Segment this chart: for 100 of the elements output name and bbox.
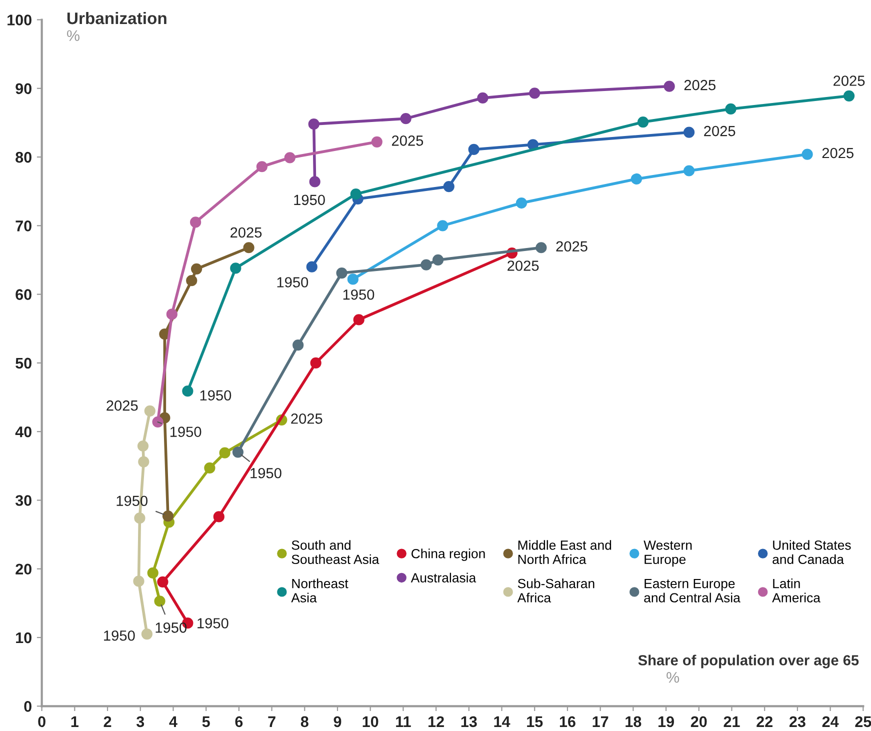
y-tick-label: 40	[15, 426, 32, 438]
x-tick-label: 20	[690, 716, 707, 728]
y-tick-label: 50	[16, 358, 32, 369]
annotation: 2025	[822, 148, 854, 158]
y-tick-label: 30	[15, 495, 32, 506]
annotation: 2025	[392, 136, 424, 146]
point	[350, 188, 362, 200]
point	[154, 596, 166, 607]
y-tick-label: 20	[16, 564, 32, 575]
point	[256, 161, 268, 172]
annotation: 2025	[704, 126, 736, 136]
point	[166, 308, 178, 320]
x-tick-label: 11	[396, 716, 411, 727]
annotation: 1950	[250, 468, 282, 478]
x-tick-label: 3	[136, 716, 144, 728]
point	[353, 314, 364, 326]
point	[309, 176, 320, 188]
annotation: 2025	[230, 227, 262, 238]
legend-label: Latin America	[772, 578, 820, 602]
point	[141, 628, 152, 640]
annotation: 1950	[277, 277, 308, 288]
annotation: 1950	[170, 426, 202, 437]
y-tick-label: 60	[16, 289, 32, 300]
x-tick-label: 21	[724, 716, 740, 727]
point	[134, 512, 146, 524]
y-tick-label: 90	[16, 83, 32, 94]
point	[308, 118, 320, 130]
point	[371, 136, 382, 148]
point	[443, 180, 454, 192]
x-tick-label: 0	[38, 716, 46, 728]
annotation: 1950	[343, 289, 374, 300]
point	[147, 567, 158, 579]
annotation: 1950	[104, 630, 135, 641]
point	[683, 126, 695, 138]
point	[292, 340, 304, 351]
legend-label: United States and Canada	[772, 540, 851, 564]
legend-label: South and Southeast Asia	[292, 540, 380, 564]
point	[336, 267, 348, 279]
point	[138, 456, 150, 468]
annotation: 1950	[156, 622, 187, 633]
x-tick-label: 5	[202, 716, 210, 728]
point	[306, 261, 318, 272]
point	[182, 386, 194, 397]
annotation: 2025	[291, 414, 322, 424]
point	[468, 144, 480, 156]
point	[725, 103, 736, 115]
point	[400, 113, 412, 124]
point	[213, 511, 224, 522]
legend-label: Sub-Saharan Africa	[517, 578, 594, 602]
annotation: 2025	[684, 80, 716, 90]
y-tick-label: 10	[16, 632, 32, 644]
point	[190, 263, 202, 274]
y-axis-title: Urbanization %	[66, 12, 166, 41]
annotation: 2025	[834, 76, 865, 86]
legend-label: Middle East and North Africa	[518, 540, 612, 564]
annotation: 1950	[116, 496, 148, 506]
x-tick-label: 19	[658, 716, 674, 728]
x-tick-label: 15	[527, 716, 543, 728]
point	[432, 254, 444, 266]
x-tick-label: 16	[560, 716, 576, 728]
legend-label: Northeast Asia	[291, 578, 348, 602]
x-tick-label: 8	[300, 716, 308, 728]
point	[630, 173, 642, 185]
x-tick-label: 4	[169, 716, 178, 727]
x-tick-label: 2	[104, 716, 112, 727]
x-tick-label: 18	[626, 716, 642, 728]
legend-label: Australasia	[410, 572, 476, 582]
legend-label: China region	[412, 548, 485, 561]
point	[190, 216, 202, 228]
x-tick-label: 9	[334, 716, 342, 728]
point	[144, 405, 156, 417]
y-tick-label: 80	[16, 152, 32, 163]
y-tick-label: 100	[8, 14, 32, 26]
point	[529, 88, 540, 99]
x-tick-label: 1	[71, 716, 78, 727]
point	[157, 576, 168, 588]
point	[219, 447, 230, 458]
point	[802, 148, 813, 160]
point	[284, 152, 296, 164]
x-tick-label: 23	[789, 716, 806, 728]
annotation: 1950	[200, 390, 232, 401]
point	[232, 446, 244, 458]
x-tick-label: 7	[268, 716, 276, 727]
point	[683, 165, 695, 176]
point	[137, 440, 149, 452]
point	[243, 242, 254, 254]
point	[843, 90, 855, 102]
x-tick-label: 24	[822, 716, 839, 727]
x-tick-label: 25	[855, 716, 871, 728]
point	[310, 357, 322, 368]
annotation: 2025	[556, 241, 588, 252]
point	[664, 80, 675, 92]
y-tick-label: 0	[24, 701, 32, 712]
annotation: 1950	[294, 194, 325, 206]
point	[162, 510, 174, 522]
annotation: 1950	[198, 618, 228, 628]
annotation: 2025	[508, 260, 539, 271]
point	[637, 116, 649, 128]
x-axis-title: Share of population over age 65 %	[638, 654, 859, 683]
legend-label: Western Europe	[644, 540, 692, 567]
